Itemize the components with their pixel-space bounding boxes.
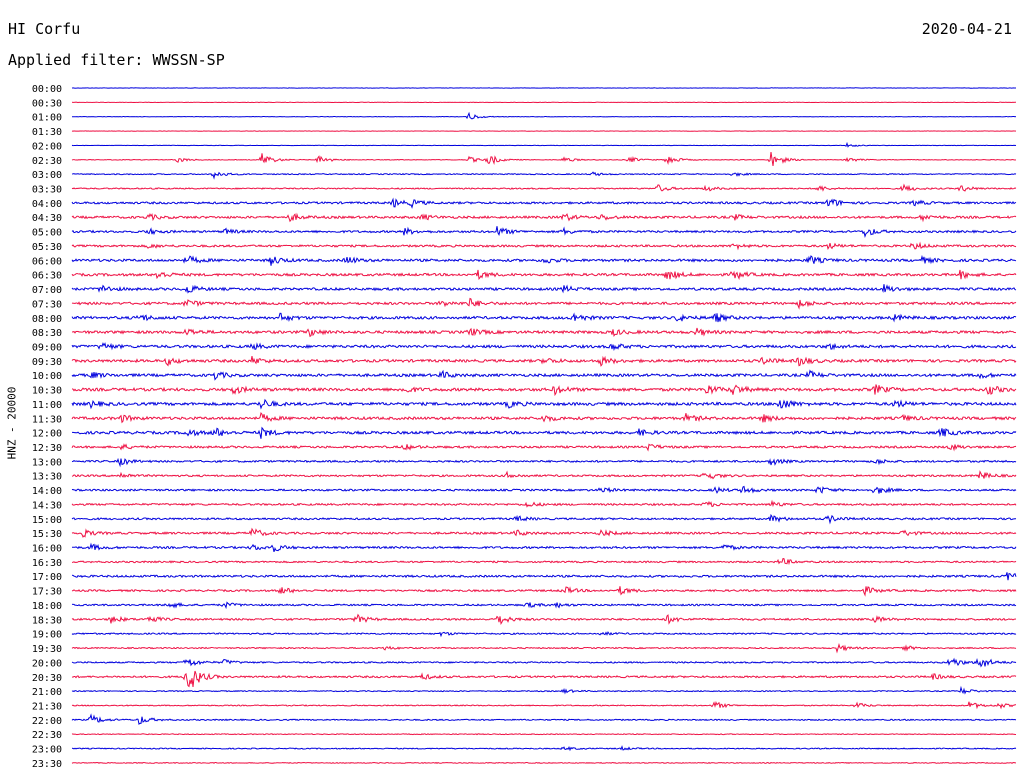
row-time-label: 07:00	[32, 285, 62, 296]
row-time-label: 16:00	[32, 544, 62, 555]
row-time-label: 06:30	[32, 271, 62, 282]
row-time-label: 00:30	[32, 98, 62, 109]
row-time-label: 10:00	[32, 371, 62, 382]
row-time-label: 08:00	[32, 314, 62, 325]
row-time-label: 00:00	[32, 84, 62, 95]
station-name: HI Corfu	[8, 20, 81, 38]
trace-line	[71, 733, 1017, 736]
row-time-label: 05:00	[32, 228, 62, 239]
row-time-label: 19:30	[32, 644, 62, 655]
row-time-label: 16:30	[32, 558, 62, 569]
row-time-label: 18:00	[32, 601, 62, 612]
trace-line	[71, 183, 1017, 192]
row-time-label: 20:00	[32, 658, 62, 669]
trace-line	[71, 269, 1017, 281]
trace-line	[71, 558, 1017, 566]
trace-line	[71, 355, 1017, 367]
trace-line	[71, 499, 1017, 508]
row-time-label: 03:30	[32, 185, 62, 196]
row-time-label: 21:30	[32, 701, 62, 712]
row-time-label: 22:30	[32, 730, 62, 741]
trace-line	[71, 713, 1017, 725]
trace-line	[71, 312, 1017, 323]
row-time-label: 18:30	[32, 615, 62, 626]
trace-line	[71, 141, 1017, 148]
row-time-label: 13:00	[32, 457, 62, 468]
trace-line	[71, 572, 1017, 581]
trace-line	[71, 700, 1017, 710]
trace-line	[71, 613, 1017, 626]
trace-line	[71, 297, 1017, 310]
trace-line	[71, 745, 1017, 752]
trace-line	[71, 443, 1017, 452]
trace-line	[71, 342, 1017, 352]
trace-line	[71, 171, 1017, 180]
row-time-label: 17:30	[32, 587, 62, 598]
row-time-label: 04:00	[32, 199, 62, 210]
trace-line	[71, 254, 1017, 266]
row-time-label: 08:30	[32, 328, 62, 339]
row-time-label: 02:00	[32, 141, 62, 152]
row-time-label: 14:30	[32, 500, 62, 511]
trace-line	[71, 513, 1017, 525]
trace-line	[71, 631, 1017, 638]
row-time-label: 19:00	[32, 630, 62, 641]
trace-line	[71, 470, 1017, 480]
row-time-label: 02:30	[32, 156, 62, 167]
trace-line	[71, 369, 1017, 381]
trace-line	[71, 327, 1017, 338]
row-time-label: 21:00	[32, 687, 62, 698]
row-time-label: 01:00	[32, 113, 62, 124]
trace-line	[71, 761, 1017, 764]
trace-line	[71, 412, 1017, 424]
trace-line	[71, 197, 1017, 209]
trace-line	[71, 226, 1017, 238]
trace-line	[71, 111, 1017, 120]
row-time-label: 14:00	[32, 486, 62, 497]
trace-line	[71, 241, 1017, 251]
row-time-label: 22:00	[32, 716, 62, 727]
row-time-label: 15:30	[32, 529, 62, 540]
trace-line	[71, 152, 1017, 167]
row-time-label: 13:30	[32, 472, 62, 483]
trace-line	[71, 527, 1017, 538]
trace-line	[71, 485, 1017, 494]
filter-label: Applied filter: WWSSN-SP	[8, 51, 225, 69]
row-time-label: 11:30	[32, 414, 62, 425]
trace-line	[71, 457, 1017, 468]
trace-line	[71, 643, 1017, 654]
row-time-label: 03:00	[32, 170, 62, 181]
row-time-label: 09:30	[32, 357, 62, 368]
trace-line	[71, 670, 1017, 688]
row-time-label: 01:30	[32, 127, 62, 138]
row-time-label: 07:30	[32, 299, 62, 310]
row-time-label: 23:30	[32, 759, 62, 770]
row-time-label: 10:30	[32, 386, 62, 397]
trace-line	[71, 685, 1017, 695]
row-time-label: 12:00	[32, 429, 62, 440]
row-time-label: 23:00	[32, 745, 62, 756]
trace-line	[71, 586, 1017, 597]
trace-line	[72, 542, 1017, 552]
row-time-label: 05:30	[32, 242, 62, 253]
trace-line	[71, 212, 1017, 223]
row-time-label: 20:30	[32, 673, 62, 684]
trace-line	[71, 284, 1017, 294]
trace-line	[71, 601, 1017, 610]
trace-line	[71, 384, 1017, 397]
row-time-label: 04:30	[32, 213, 62, 224]
row-time-label: 11:00	[32, 400, 62, 411]
row-time-label: 12:30	[32, 443, 62, 454]
row-time-label: 17:00	[32, 572, 62, 583]
row-time-label: 06:00	[32, 256, 62, 267]
trace-line	[71, 398, 1017, 410]
trace-line	[71, 426, 1017, 439]
row-time-label: 09:00	[32, 342, 62, 353]
row-time-label: 15:00	[32, 515, 62, 526]
record-date: 2020-04-21	[921, 20, 1012, 38]
trace-line	[71, 657, 1017, 668]
